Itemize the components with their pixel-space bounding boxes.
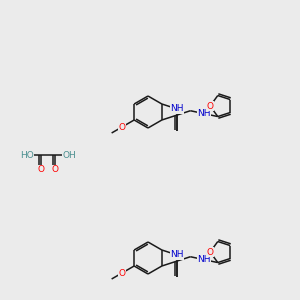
Text: O: O bbox=[52, 166, 58, 175]
Text: NH: NH bbox=[170, 250, 184, 260]
Text: OH: OH bbox=[62, 151, 76, 160]
Text: NH: NH bbox=[197, 255, 211, 264]
Text: NH: NH bbox=[197, 109, 211, 118]
Text: O: O bbox=[118, 122, 125, 131]
Text: NH: NH bbox=[170, 104, 184, 113]
Text: HO: HO bbox=[20, 151, 34, 160]
Text: O: O bbox=[207, 248, 214, 256]
Text: O: O bbox=[38, 166, 44, 175]
Text: O: O bbox=[118, 268, 125, 278]
Text: O: O bbox=[207, 101, 214, 110]
